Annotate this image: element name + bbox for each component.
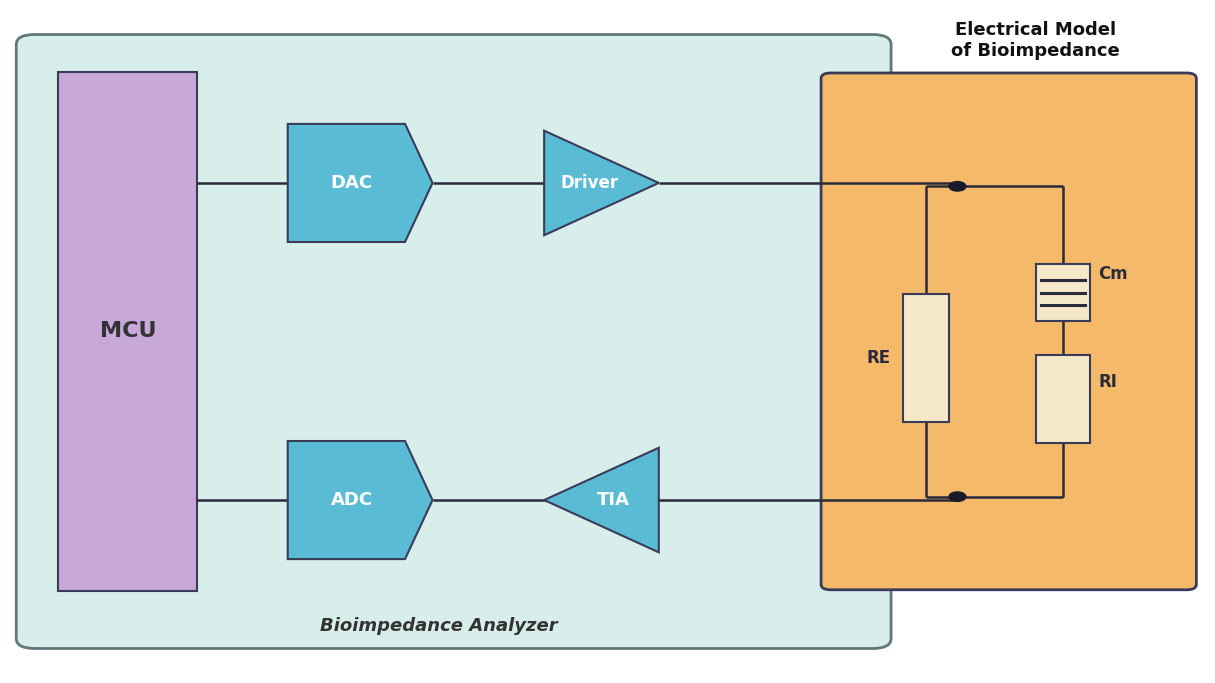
- Text: RE: RE: [868, 350, 891, 367]
- Polygon shape: [288, 124, 433, 242]
- Text: RI: RI: [1098, 373, 1118, 391]
- Polygon shape: [288, 441, 433, 559]
- Polygon shape: [544, 448, 659, 553]
- Text: Cm: Cm: [1098, 265, 1129, 283]
- Bar: [1036, 355, 1090, 443]
- Bar: [58, 72, 197, 591]
- Text: Bioimpedance Analyzer: Bioimpedance Analyzer: [320, 617, 558, 635]
- Text: TIA: TIA: [597, 491, 629, 509]
- Text: DAC: DAC: [330, 174, 373, 192]
- Text: MCU: MCU: [100, 322, 156, 342]
- Circle shape: [949, 492, 966, 501]
- Circle shape: [949, 182, 966, 191]
- Bar: [1036, 264, 1090, 321]
- FancyBboxPatch shape: [821, 73, 1197, 590]
- Polygon shape: [544, 130, 659, 235]
- Bar: [903, 294, 949, 423]
- Text: Electrical Model
of Bioimpedance: Electrical Model of Bioimpedance: [951, 21, 1120, 60]
- Text: Driver: Driver: [561, 174, 620, 192]
- Text: ADC: ADC: [330, 491, 373, 509]
- FancyBboxPatch shape: [16, 35, 891, 648]
